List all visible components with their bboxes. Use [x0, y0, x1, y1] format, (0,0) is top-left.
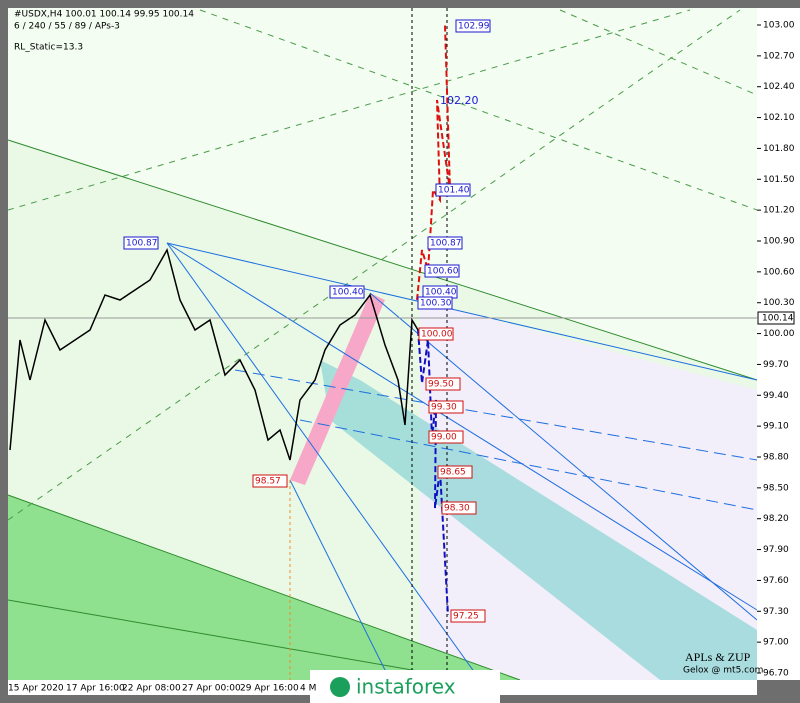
price-label: 99.40	[763, 391, 789, 401]
level-box	[123, 236, 159, 250]
settings: 6 / 240 / 55 / 89 / APs-3	[14, 22, 120, 32]
time-label: 22 Apr 08:00	[122, 684, 181, 694]
price-label: 102.10	[763, 113, 795, 123]
level-box	[425, 377, 461, 391]
credit: Gelox @ mt5.com	[683, 666, 763, 676]
level-box	[437, 465, 473, 479]
up-projection	[416, 24, 451, 301]
price-label: 101.80	[763, 144, 795, 154]
price-label: 103.00	[763, 21, 795, 31]
level-label: 97.25	[453, 612, 479, 622]
price-label: 102.70	[763, 51, 795, 61]
price-label: 98.50	[763, 483, 789, 493]
price-label: 97.60	[763, 576, 789, 586]
level-label: 100.30	[420, 299, 452, 309]
logo	[330, 677, 350, 697]
price-label: 100.60	[763, 267, 795, 277]
level-label: 100.40	[425, 288, 457, 298]
price-label: 99.70	[763, 360, 789, 370]
price-label: 99.10	[763, 422, 789, 432]
price-label: 102.40	[763, 82, 795, 92]
price-label: 97.00	[763, 638, 789, 648]
level-box	[441, 501, 477, 515]
price-label: 97.30	[763, 607, 789, 617]
level-box	[435, 183, 471, 197]
level-label: 100.40	[332, 288, 364, 298]
dashed-lines	[7, 9, 758, 521]
time-label: 17 Apr 16:00	[66, 684, 125, 694]
level-label: 102.20	[440, 94, 479, 107]
level-label: 99.30	[431, 403, 457, 413]
symbol: #USDX,H4 100.01 100.14 99.95 100.14	[14, 10, 194, 20]
level-box	[418, 327, 454, 341]
level-label: 100.60	[427, 267, 459, 277]
level-box	[329, 285, 365, 299]
level-label: 99.00	[431, 433, 457, 443]
trend-lines	[7, 139, 758, 681]
level-label: 102.99	[458, 22, 490, 32]
price-label: 100.90	[763, 237, 795, 247]
level-label: 98.57	[255, 477, 281, 487]
level-box	[417, 296, 453, 310]
time-label: 4 M	[300, 684, 316, 694]
indicator: RL_Static=13.3	[14, 43, 83, 53]
price-axis	[757, 8, 800, 680]
credit: APLs & ZUP	[685, 650, 751, 664]
pink-band	[290, 293, 385, 485]
level-label: 101.40	[438, 186, 470, 196]
level-box	[450, 609, 486, 623]
level-box	[428, 430, 464, 444]
price-label: 100.30	[763, 298, 795, 308]
level-box	[427, 236, 463, 250]
price-label: 96.70	[763, 669, 789, 679]
price-label: 97.90	[763, 545, 789, 555]
level-label: 98.65	[440, 468, 466, 478]
level-label: 100.87	[126, 239, 158, 249]
price-label: 98.80	[763, 453, 789, 463]
level-box	[424, 264, 460, 278]
level-box	[455, 19, 491, 33]
level-label: 100.00	[421, 330, 453, 340]
header: #USDX,H4 100.01 100.14 99.95 100.14 6 / …	[14, 10, 194, 53]
current-price: 100.14	[762, 314, 794, 324]
level-label: 100.87	[430, 239, 462, 249]
price-label: 101.20	[763, 206, 795, 216]
level-label: 99.50	[428, 380, 454, 390]
level-label: 98.30	[444, 504, 470, 514]
price-label: 101.50	[763, 175, 795, 185]
price-path	[9, 248, 419, 461]
level-box	[252, 474, 288, 488]
price-tag	[757, 311, 795, 325]
level-box	[428, 400, 464, 414]
time-label: 27 Apr 00:00	[182, 684, 241, 694]
watermark: instaforex	[356, 675, 456, 699]
price-label: 100.00	[763, 329, 795, 339]
time-label: 15 Apr 2020	[8, 684, 64, 694]
time-label: 29 Apr 16:00	[240, 684, 299, 694]
price-label: 98.20	[763, 514, 789, 524]
fan-lines	[166, 242, 758, 681]
